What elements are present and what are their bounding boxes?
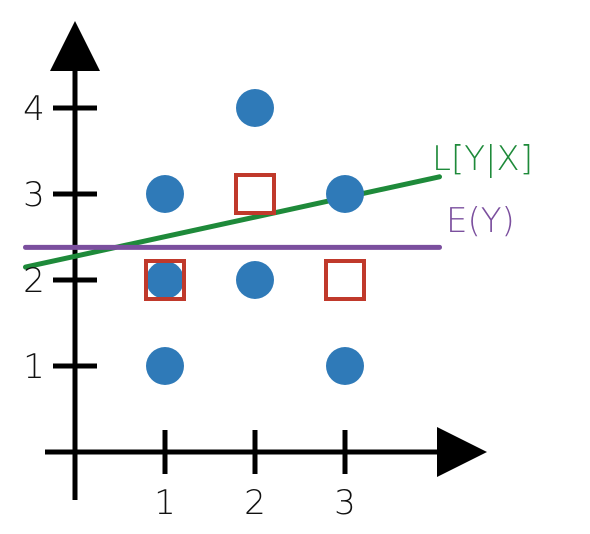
labels-layer: 1 2 3 1 2 3 4 L[Y|X] E(Y) bbox=[23, 89, 533, 523]
circle-point-4 bbox=[236, 261, 274, 299]
expectation-line-label: E(Y) bbox=[446, 201, 515, 241]
x-tick-label-1: 1 bbox=[154, 483, 176, 523]
circle-point-3 bbox=[146, 175, 184, 213]
circle-point-2 bbox=[146, 261, 184, 299]
square-point-1 bbox=[144, 259, 186, 301]
y-tick-label-2: 2 bbox=[23, 261, 45, 301]
lines-layer bbox=[23, 174, 442, 270]
square-point-3 bbox=[324, 259, 366, 301]
circle-point-7 bbox=[326, 175, 364, 213]
circle-point-6 bbox=[326, 347, 364, 385]
y-tick-label-1: 1 bbox=[23, 347, 45, 387]
x-tick-label-2: 2 bbox=[244, 483, 266, 523]
y-tick-label-4: 4 bbox=[23, 89, 45, 129]
points-layer bbox=[144, 89, 366, 385]
regression-line-label: L[Y|X] bbox=[432, 139, 533, 179]
y-tick-label-3: 3 bbox=[23, 175, 45, 215]
square-point-2 bbox=[234, 173, 276, 215]
circle-point-1 bbox=[146, 347, 184, 385]
x-tick-label-3: 3 bbox=[334, 483, 356, 523]
ticks-layer bbox=[53, 105, 348, 474]
circle-point-5 bbox=[236, 89, 274, 127]
regression-line bbox=[23, 174, 442, 270]
